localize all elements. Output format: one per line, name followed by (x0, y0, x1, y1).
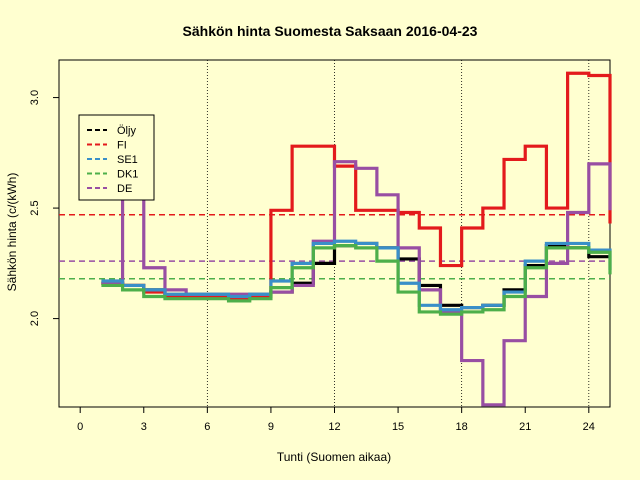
legend-label-öljy: Öljy (117, 125, 136, 137)
x-tick-label-6: 6 (204, 421, 210, 433)
legend: Öljy FI SE1 DK1 DE (78, 114, 155, 201)
legend-label-de: DE (117, 183, 132, 195)
x-axis-label: Tunti (Suomen aikaa) (277, 450, 391, 464)
chart-title: Sähkön hinta Suomesta Saksaan 2016-04-23 (183, 23, 478, 39)
x-tick-label-9: 9 (268, 421, 274, 433)
x-tick-label-3: 3 (141, 421, 147, 433)
series-line-dk1 (101, 244, 612, 316)
legend-label-se1: SE1 (117, 154, 138, 166)
series-line-fi (101, 71, 612, 301)
x-tick-label-18: 18 (456, 421, 468, 433)
series-line-de (101, 160, 612, 407)
y-axis-label: Sähkön hinta (c/(kWh) (5, 173, 19, 292)
y-tick-label-2.0: 2.0 (29, 311, 41, 326)
legend-label-dk1: DK1 (117, 169, 138, 181)
y-tick-label-2.5: 2.5 (29, 200, 41, 215)
x-tick-label-12: 12 (328, 421, 340, 433)
legend-label-fi: FI (117, 140, 127, 152)
x-tick-label-0: 0 (77, 421, 83, 433)
chart-marks: 0 3 6 9 12 15 18 21 24 2.0 2.5 3.0 (29, 59, 612, 433)
y-tick-label-3.0: 3.0 (29, 90, 41, 105)
x-tick-label-21: 21 (519, 421, 531, 433)
x-tick-label-24: 24 (583, 421, 595, 433)
x-tick-label-15: 15 (392, 421, 404, 433)
